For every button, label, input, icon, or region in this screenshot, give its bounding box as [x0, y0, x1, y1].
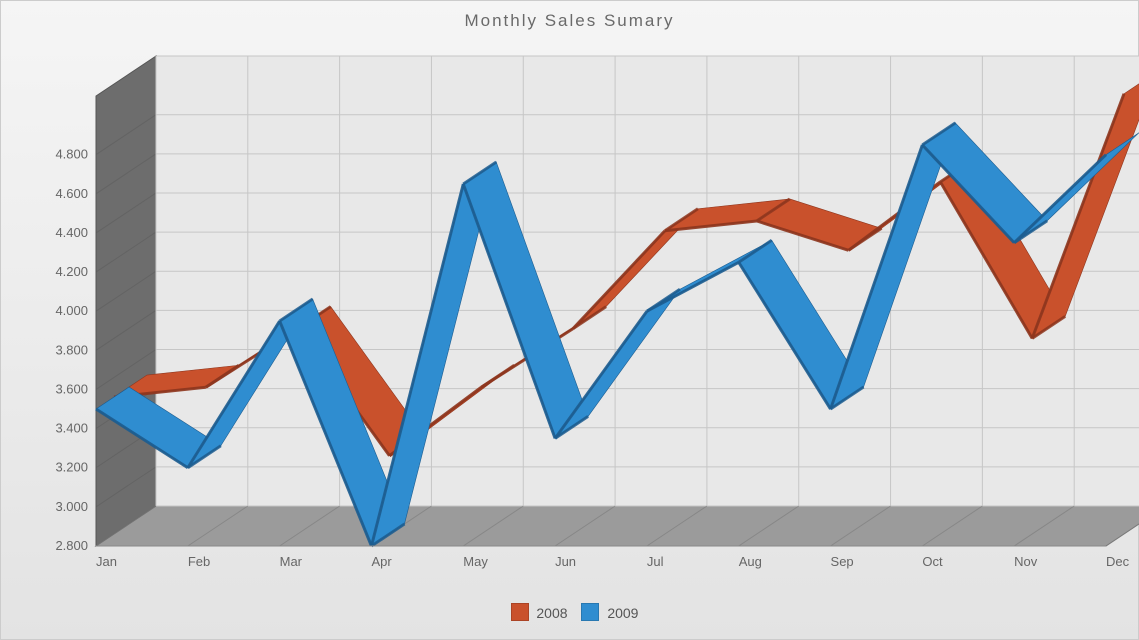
x-tick-label: Jun	[555, 554, 576, 569]
y-tick-label: 2.800	[55, 538, 88, 553]
x-tick-label: Jan	[96, 554, 117, 569]
legend-label-2009: 2009	[607, 605, 638, 621]
sales-chart: 2.800 3.000 3.200 3.400 3.600 3.800 4.000 4.200…	[1, 1, 1139, 640]
y-tick-label: 4.000	[55, 303, 88, 318]
y-tick-label: 3.000	[55, 499, 88, 514]
legend: 2008 2009	[1, 603, 1138, 621]
y-tick-label: 3.600	[55, 381, 88, 396]
x-tick-label: Jul	[647, 554, 664, 569]
x-tick-label: Sep	[831, 554, 854, 569]
x-tick-label: Apr	[371, 554, 392, 569]
back-wall	[156, 56, 1139, 506]
x-tick-label: Dec	[1106, 554, 1130, 569]
y-tick-label: 4.200	[55, 264, 88, 279]
legend-label-2008: 2008	[536, 605, 567, 621]
y-tick-label: 4.800	[55, 147, 88, 162]
legend-swatch-2009	[581, 603, 599, 621]
legend-swatch-2008	[511, 603, 529, 621]
y-tick-label: 3.400	[55, 421, 88, 436]
y-tick-label: 4.600	[55, 186, 88, 201]
floor	[96, 506, 1139, 546]
x-tick-label: Oct	[922, 554, 943, 569]
x-tick-label: May	[463, 554, 488, 569]
y-tick-label: 3.800	[55, 342, 88, 357]
x-tick-label: Mar	[280, 554, 303, 569]
y-tick-label: 4.400	[55, 225, 88, 240]
x-tick-label: Nov	[1014, 554, 1038, 569]
y-tick-label: 3.200	[55, 460, 88, 475]
x-tick-label: Feb	[188, 554, 210, 569]
x-tick-label: Aug	[739, 554, 762, 569]
